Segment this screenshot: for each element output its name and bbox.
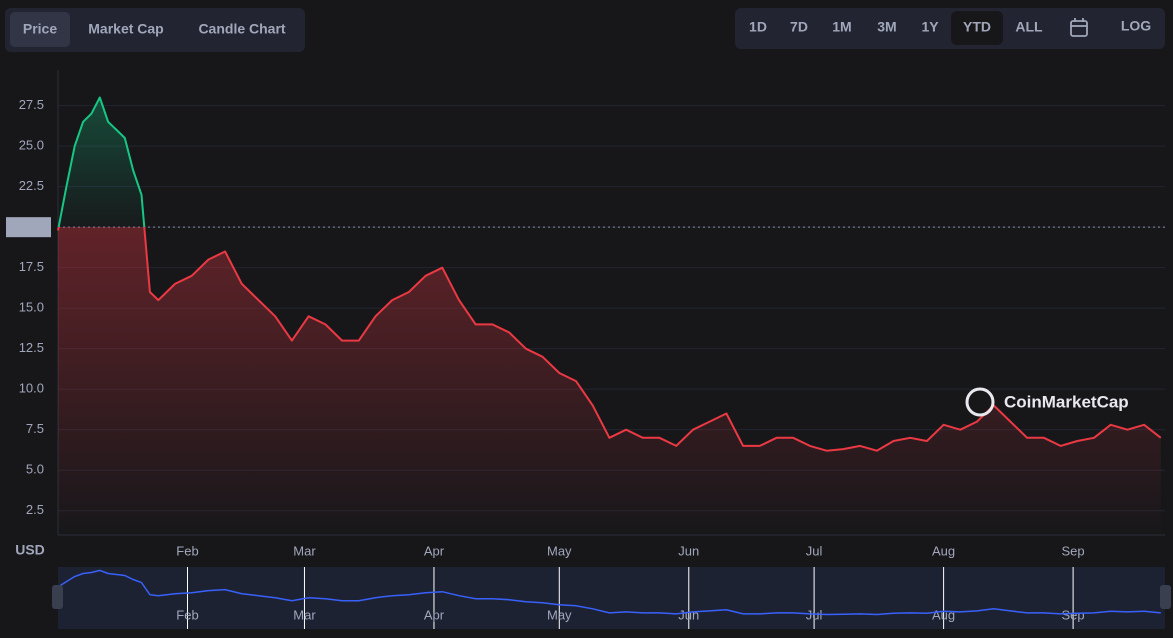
tab[interactable]: Market Cap <box>88 21 163 37</box>
y-tick-label: 22.5 <box>19 178 44 193</box>
price-area <box>58 97 1161 535</box>
y-tick-label: 10.0 <box>19 381 44 396</box>
navigator-tick-label: Aug <box>932 607 955 622</box>
navigator-handle[interactable] <box>52 585 63 609</box>
navigator-tick-label: Jun <box>678 607 699 622</box>
log-button[interactable]: LOG <box>1121 18 1151 34</box>
navigator-tick-label: Mar <box>293 607 316 622</box>
navigator-handle[interactable] <box>1160 585 1171 609</box>
y-tick-label: 15.0 <box>19 300 44 315</box>
tab-bar <box>5 8 305 52</box>
navigator-tick-label: Apr <box>424 607 445 622</box>
x-tick-label: Jun <box>678 543 699 558</box>
y-tick-label: 7.5 <box>26 421 44 436</box>
x-tick-label: Sep <box>1062 543 1085 558</box>
range-button[interactable]: 1D <box>749 19 767 35</box>
x-tick-label: May <box>547 543 572 558</box>
y-tick-label: 25.0 <box>19 138 44 153</box>
tab-active-bg <box>10 12 70 47</box>
navigator-line <box>57 569 1161 616</box>
range-button[interactable]: ALL <box>1015 19 1043 35</box>
baseline-label-bg <box>6 217 51 238</box>
range-button[interactable]: YTD <box>963 19 991 35</box>
range-button[interactable]: 3M <box>877 19 896 35</box>
watermark-logo <box>965 387 995 417</box>
x-tick-label: Apr <box>424 543 445 558</box>
navigator-tick-label: May <box>547 607 572 622</box>
range-button[interactable]: 1M <box>832 19 851 35</box>
range-button[interactable]: 7D <box>790 19 808 35</box>
navigator-tick-label: Jul <box>806 607 823 622</box>
price-line <box>57 96 1162 452</box>
y-tick-label: 20.0 <box>19 219 44 234</box>
navigator-tick-label: Sep <box>1062 607 1085 622</box>
range-button[interactable]: 1Y <box>921 19 939 35</box>
watermark-text: CoinMarketCap <box>1004 392 1129 411</box>
range-active-bg <box>951 11 1003 45</box>
x-tick-label: Feb <box>176 543 198 558</box>
x-tick-label: Aug <box>932 543 955 558</box>
tab[interactable]: Price <box>23 21 57 37</box>
tab[interactable]: Candle Chart <box>198 21 285 37</box>
x-tick-label: Mar <box>293 543 316 558</box>
y-tick-label: 2.5 <box>26 502 44 517</box>
y-tick-label: 5.0 <box>26 462 44 477</box>
y-tick-label: 12.5 <box>19 340 44 355</box>
navigator <box>58 567 1165 629</box>
navigator-tick-label: Feb <box>176 607 198 622</box>
y-tick-label: 17.5 <box>19 259 44 274</box>
y-tick-label: 27.5 <box>19 97 44 112</box>
x-tick-label: Jul <box>806 543 823 558</box>
range-bar <box>735 8 1165 49</box>
calendar-icon[interactable] <box>1070 18 1088 37</box>
y-axis-label: USD <box>15 542 45 558</box>
watermark: CoinMarketCap <box>965 387 1129 417</box>
